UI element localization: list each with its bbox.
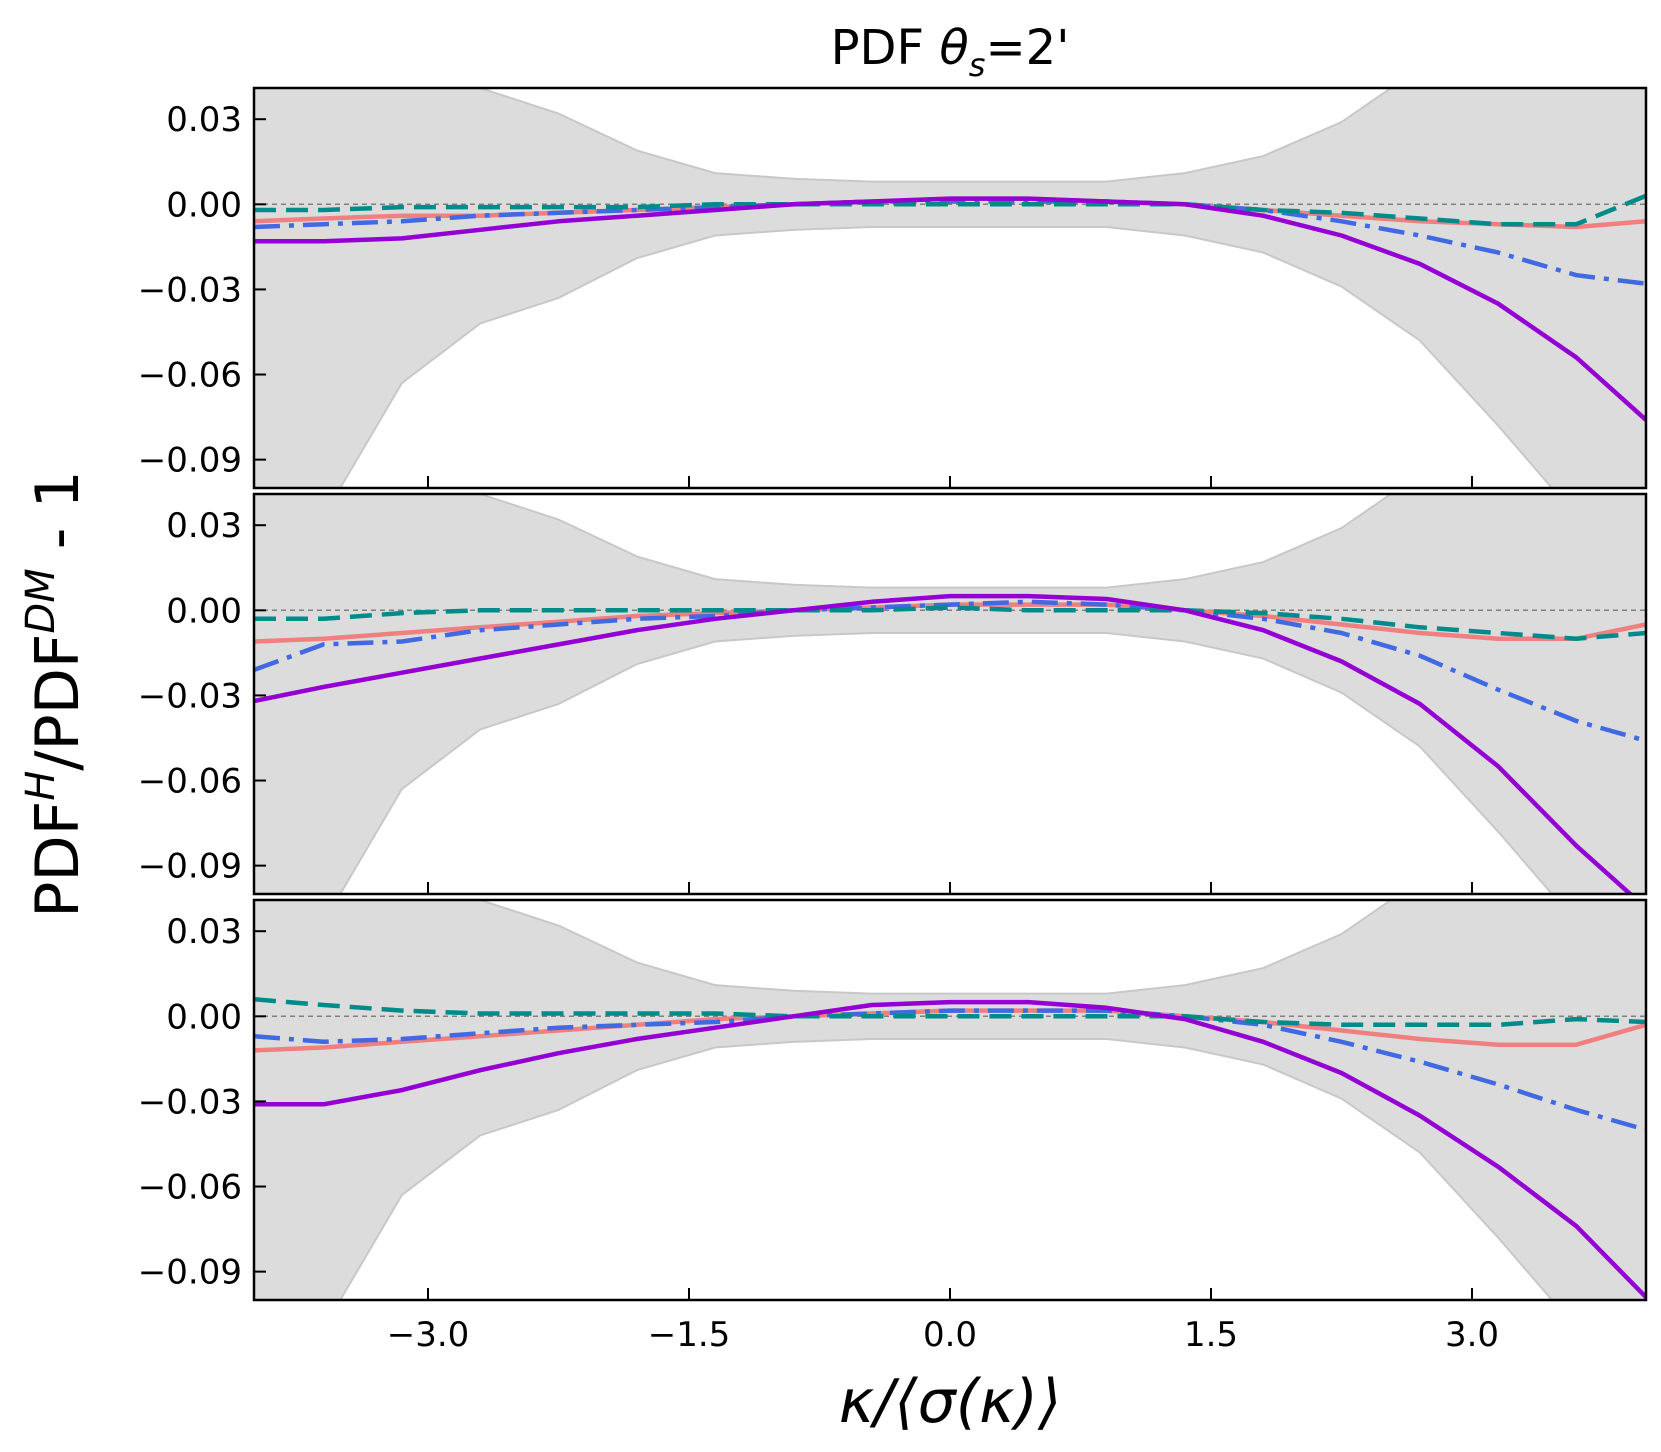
x-tick-label: 3.0 [1445,1315,1499,1355]
error-band [254,494,1646,894]
x-tick-label: −1.5 [648,1315,731,1355]
x-tick-label: 0.0 [923,1315,977,1355]
x-axis-label: κ/⟨σ(κ)⟩ [839,1367,1062,1437]
x-tick-label: 1.5 [1184,1315,1238,1355]
series-darkviolet-solid [254,593,1634,894]
error-band [254,88,1646,488]
series-royalblue-dashdot [254,1008,1646,1132]
y-tick-label: −0.03 [138,676,242,716]
series-darkviolet-solid [254,999,1646,1299]
y-tick-label: 0.00 [166,185,242,225]
y-tick-label: −0.03 [138,1082,242,1122]
series-teal-dashed [254,605,1646,641]
y-tick-label: −0.06 [138,762,242,802]
series-teal-dashed [254,997,1646,1028]
ylabel-slash-pdf: /PDF [23,634,93,771]
ylabel-pdf: PDF [23,801,93,918]
y-tick-label: 0.00 [166,997,242,1037]
y-tick-label: −0.03 [138,270,242,310]
panel-1-plot-area [254,88,1646,488]
series-teal-dashed [254,193,1646,227]
series-royalblue-dashdot [254,599,1646,743]
error-band [254,900,1646,1300]
panel-3: 0.03 0.00 −0.03 −0.06 −0.09 −3.0 −1.5 0.0 1.5 3.0 [138,898,1648,1355]
panel-3-plot-area [254,900,1646,1300]
title-symbol: θ [939,20,968,76]
y-tick-label: −0.06 [138,1168,242,1208]
panel-1: 0.03 0.00 −0.03 −0.06 −0.09 [138,86,1648,490]
series-royalblue-dashdot [254,199,1646,286]
y-tick-label: 0.03 [166,506,242,546]
title-subscript: s [969,46,986,84]
ylabel-sup-dm: DM [18,568,64,633]
y-tick-label: 0.03 [166,912,242,952]
panel-2-plot-area [254,494,1646,894]
title-prefix: PDF [831,20,940,76]
y-axis-label: PDFH/PDFDM - 1 [18,470,93,917]
ylabel-tail: - 1 [23,470,93,568]
y-tick-label: −0.09 [138,847,242,887]
y-tick-label: 0.00 [166,591,242,631]
chart-title: PDF θs=2' [831,20,1070,84]
y-tick-label: 0.03 [166,100,242,140]
y-tick-label: −0.06 [138,356,242,396]
title-suffix: =2' [985,20,1069,76]
panel-2: 0.03 0.00 −0.03 −0.06 −0.09 [138,492,1648,896]
x-tick-label: −3.0 [387,1315,470,1355]
y-tick-label: −0.09 [138,1253,242,1293]
ylabel-sup-h: H [18,771,64,801]
panels: 0.03 0.00 −0.03 −0.06 −0.09 0.03 0.00 −0.03 −0.0… [138,86,1648,1355]
series-darkviolet-solid [254,196,1646,422]
y-tick-label: −0.09 [138,441,242,481]
